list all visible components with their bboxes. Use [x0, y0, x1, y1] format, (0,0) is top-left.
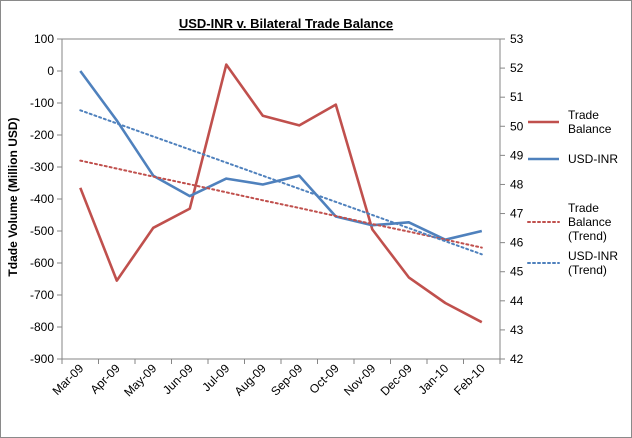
y2-tick-label: 50 [510, 119, 524, 133]
legend-label: Trade [568, 201, 599, 215]
legend-label: Trade [568, 108, 599, 122]
series-line-0 [79, 63, 483, 324]
y-tick-label: -300 [30, 160, 54, 174]
y2-tick-label: 47 [510, 207, 524, 221]
legend-label: USD-INR [568, 152, 618, 166]
x-tick-label: Sep-09 [268, 361, 305, 398]
y2-tick-label: 43 [510, 323, 524, 337]
y-axis-label: Tdade Volume (Million USD) [6, 117, 20, 276]
x-tick-label: Apr-09 [87, 361, 123, 397]
x-tick-label: Jun-09 [160, 361, 196, 397]
x-tick-label: Jul-09 [199, 361, 232, 394]
x-tick-label: Nov-09 [341, 361, 378, 398]
y-tick-label: -700 [30, 288, 54, 302]
y2-tick-label: 48 [510, 177, 524, 191]
y2-tick-label: 52 [510, 61, 524, 75]
y-tick-label: 100 [34, 32, 54, 46]
y2-tick-label: 46 [510, 236, 524, 250]
y-tick-label: 0 [47, 64, 54, 78]
legend-label: (Trend) [568, 229, 607, 243]
legend-label: Balance [568, 215, 612, 229]
y2-tick-label: 53 [510, 32, 524, 46]
y-tick-label: -100 [30, 96, 54, 110]
y-tick-label: -400 [30, 192, 54, 206]
legend: TradeBalanceUSD-INRTradeBalance(Trend)US… [527, 108, 618, 277]
legend-label: USD-INR [568, 249, 618, 263]
y-tick-label: -600 [30, 256, 54, 270]
y2-tick-label: 42 [510, 352, 524, 366]
y-tick-label: -500 [30, 224, 54, 238]
y2-tick-label: 49 [510, 148, 524, 162]
x-tick-label: Feb-10 [451, 361, 488, 398]
x-tick-label: May-09 [121, 361, 159, 399]
legend-label: Balance [568, 122, 612, 136]
x-tick-label: Oct-09 [307, 361, 343, 397]
x-tick-label: Dec-09 [378, 361, 415, 398]
y-tick-label: -200 [30, 128, 54, 142]
chart-title: USD-INR v. Bilateral Trade Balance [179, 16, 393, 31]
series-line-2 [79, 159, 483, 249]
y2-tick-label: 51 [510, 90, 524, 104]
x-tick-label: Jan-10 [416, 361, 452, 397]
plot-area: 100 0 -100 -200 -300 -400 -500 -600 -700 -800 -900… [30, 32, 524, 399]
legend-label: (Trend) [568, 263, 607, 277]
series-line-3 [79, 109, 483, 256]
x-tick-label: Aug-09 [232, 361, 269, 398]
y2-tick-label: 44 [510, 294, 524, 308]
x-tick-label: Mar-09 [50, 361, 87, 398]
y-tick-label: -900 [30, 352, 54, 366]
series-line-1 [79, 70, 483, 241]
plot-frame [61, 38, 501, 360]
y2-tick-label: 45 [510, 265, 524, 279]
y-tick-label: -800 [30, 320, 54, 334]
